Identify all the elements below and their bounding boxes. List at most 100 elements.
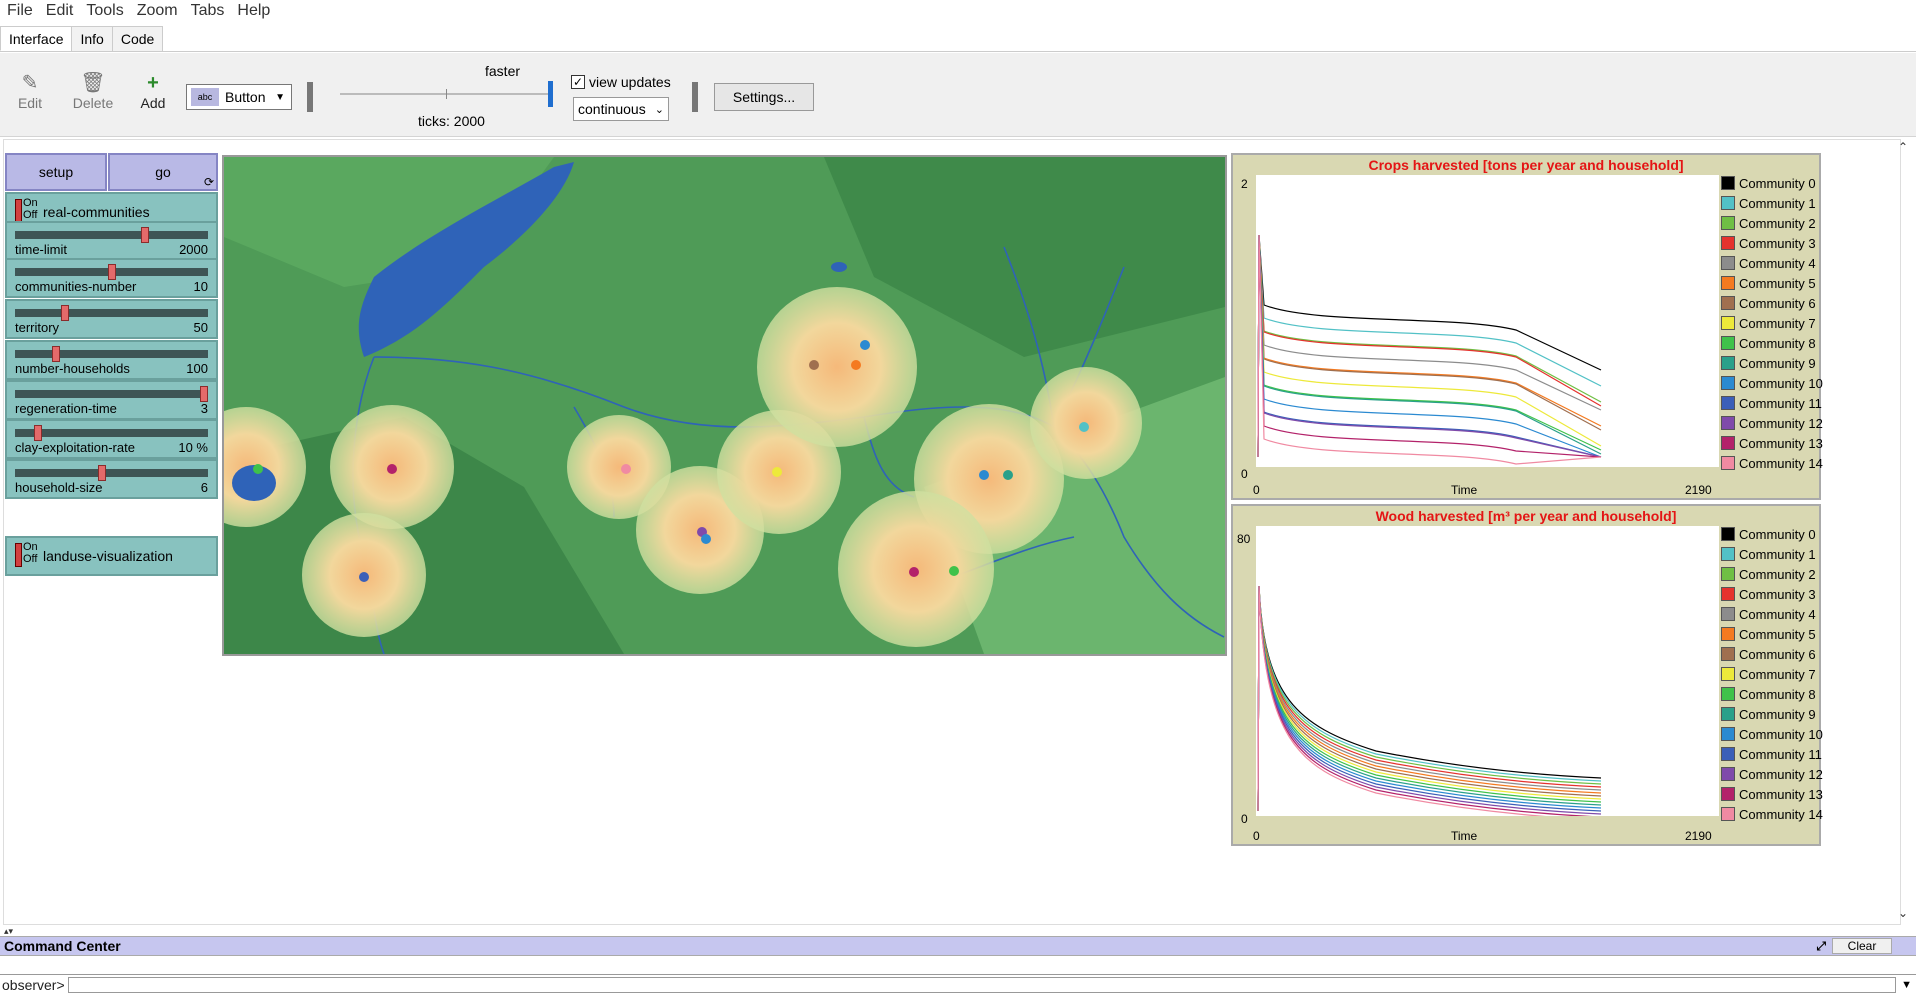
- update-mode-select[interactable]: continuous ⌄: [573, 97, 669, 121]
- button-widget-icon: abc: [191, 88, 219, 106]
- resize-handle-icon[interactable]: ▴▾: [4, 926, 14, 936]
- legend-item: Community 8: [1721, 684, 1833, 704]
- crops-plot[interactable]: Crops harvested [tons per year and house…: [1231, 153, 1823, 500]
- slider-thumb[interactable]: [140, 227, 149, 243]
- menu-zoom[interactable]: Zoom: [136, 2, 178, 19]
- speed-slider[interactable]: [340, 93, 550, 95]
- legend-item: Community 0: [1721, 173, 1833, 193]
- menu-file[interactable]: File: [7, 2, 33, 19]
- series-line: [1257, 234, 1602, 458]
- x-max-label: 2190: [1685, 483, 1712, 497]
- slider-thumb[interactable]: [61, 305, 70, 321]
- slider-thumb[interactable]: [52, 346, 60, 362]
- plot-legend: Community 0 Community 1 Community 2 Communi…: [1721, 173, 1833, 473]
- legend-swatch: [1721, 356, 1735, 370]
- add-label: Add: [140, 95, 166, 111]
- legend-label: Community 4: [1739, 606, 1816, 622]
- history-dropdown-icon[interactable]: ▼: [1901, 979, 1912, 991]
- switch-on-label: On: [23, 197, 38, 209]
- command-input[interactable]: [68, 977, 1896, 993]
- slider-value: 3: [200, 401, 208, 416]
- household-size-slider[interactable]: household-size 6: [5, 459, 218, 499]
- chevron-down-icon: ▼: [275, 91, 285, 103]
- menu-help[interactable]: Help: [237, 2, 271, 19]
- edit-button[interactable]: ✎ Edit: [5, 71, 55, 111]
- scroll-up-icon[interactable]: ⌃: [1898, 140, 1909, 154]
- view-updates-checkbox[interactable]: ✓ view updates: [571, 74, 671, 90]
- clay-exploitation-rate-slider[interactable]: clay-exploitation-rate 10 %: [5, 419, 218, 459]
- time-limit-slider[interactable]: time-limit 2000: [5, 221, 218, 261]
- slider-track: [15, 469, 208, 477]
- trash-icon: 🗑: [80, 72, 106, 94]
- series-line: [1257, 234, 1602, 458]
- legend-label: Community 10: [1739, 375, 1823, 391]
- plot-title: Crops harvested [tons per year and house…: [1368, 157, 1684, 173]
- menu-tabs[interactable]: Tabs: [190, 2, 225, 19]
- slider-thumb[interactable]: [200, 386, 208, 402]
- slider-thumb[interactable]: [33, 425, 42, 441]
- slider-value: 100: [186, 361, 208, 376]
- legend-swatch: [1721, 667, 1735, 681]
- go-button[interactable]: go ⟳: [108, 153, 218, 191]
- scroll-down-icon[interactable]: ⌄: [1898, 906, 1909, 920]
- series-line: [1257, 234, 1602, 458]
- legend-label: Community 1: [1739, 546, 1816, 562]
- slider-track: [15, 231, 208, 239]
- slider-value: 50: [193, 320, 208, 335]
- switch-on-label: On: [23, 541, 38, 553]
- speed-label: faster: [485, 63, 521, 79]
- legend-item: Community 14: [1721, 453, 1833, 473]
- toolbar: ✎ Edit 🗑 Delete + Add abc Button ▼ faste…: [0, 53, 1916, 137]
- legend-item: Community 3: [1721, 233, 1833, 253]
- legend-label: Community 6: [1739, 295, 1816, 311]
- plot-canvas: [1256, 175, 1719, 467]
- wood-plot[interactable]: Wood harvested [m³ per year and househol…: [1231, 504, 1823, 846]
- legend-swatch: [1721, 216, 1735, 230]
- series-line: [1257, 234, 1602, 458]
- tab-info[interactable]: Info: [71, 26, 113, 51]
- legend-swatch: [1721, 176, 1735, 190]
- tab-interface[interactable]: Interface: [0, 26, 73, 51]
- world-map: [224, 157, 1225, 654]
- tab-code[interactable]: Code: [111, 26, 164, 51]
- x-min-label: 0: [1253, 483, 1260, 497]
- delete-label: Delete: [72, 95, 114, 111]
- clear-button[interactable]: Clear: [1832, 938, 1892, 954]
- menu-edit[interactable]: Edit: [45, 2, 74, 19]
- number-households-slider[interactable]: number-households 100: [5, 340, 218, 380]
- legend-swatch: [1721, 316, 1735, 330]
- menu-bar: File Edit Tools Zoom Tabs Help: [0, 0, 1916, 22]
- menu-tools[interactable]: Tools: [86, 2, 124, 19]
- series-line: [1257, 585, 1602, 812]
- switch-off-label: Off: [23, 553, 38, 565]
- legend-swatch: [1721, 807, 1735, 821]
- legend-item: Community 2: [1721, 213, 1833, 233]
- legend-item: Community 1: [1721, 544, 1833, 564]
- series-line: [1257, 234, 1602, 458]
- world-view[interactable]: [222, 155, 1227, 656]
- regeneration-time-slider[interactable]: regeneration-time 3: [5, 380, 218, 420]
- legend-item: Community 1: [1721, 193, 1833, 213]
- communities-number-slider[interactable]: communities-number 10: [5, 258, 218, 298]
- territory-slider[interactable]: territory 50: [5, 299, 218, 339]
- popout-icon[interactable]: ⤢: [1816, 939, 1826, 953]
- widget-type-select[interactable]: abc Button ▼: [186, 84, 292, 110]
- series-line: [1257, 234, 1602, 458]
- legend-item: Community 3: [1721, 584, 1833, 604]
- series-line: [1257, 234, 1602, 458]
- series-line: [1257, 234, 1602, 458]
- add-button[interactable]: + Add: [128, 71, 178, 111]
- settlements: [224, 287, 1142, 647]
- plus-icon: +: [147, 72, 159, 94]
- slider-thumb[interactable]: [107, 264, 116, 280]
- delete-button[interactable]: 🗑 Delete: [68, 71, 118, 111]
- community-markers: [253, 340, 1089, 582]
- setup-button[interactable]: setup: [5, 153, 107, 191]
- legend-swatch: [1721, 727, 1735, 741]
- settings-button[interactable]: Settings...: [714, 83, 814, 111]
- landuse-visualization-switch[interactable]: On Off landuse-visualization: [5, 536, 218, 576]
- slider-thumb[interactable]: [98, 465, 107, 481]
- chevron-down-icon: ⌄: [654, 103, 664, 116]
- legend-label: Community 9: [1739, 706, 1816, 722]
- speed-slider-thumb[interactable]: [548, 81, 553, 107]
